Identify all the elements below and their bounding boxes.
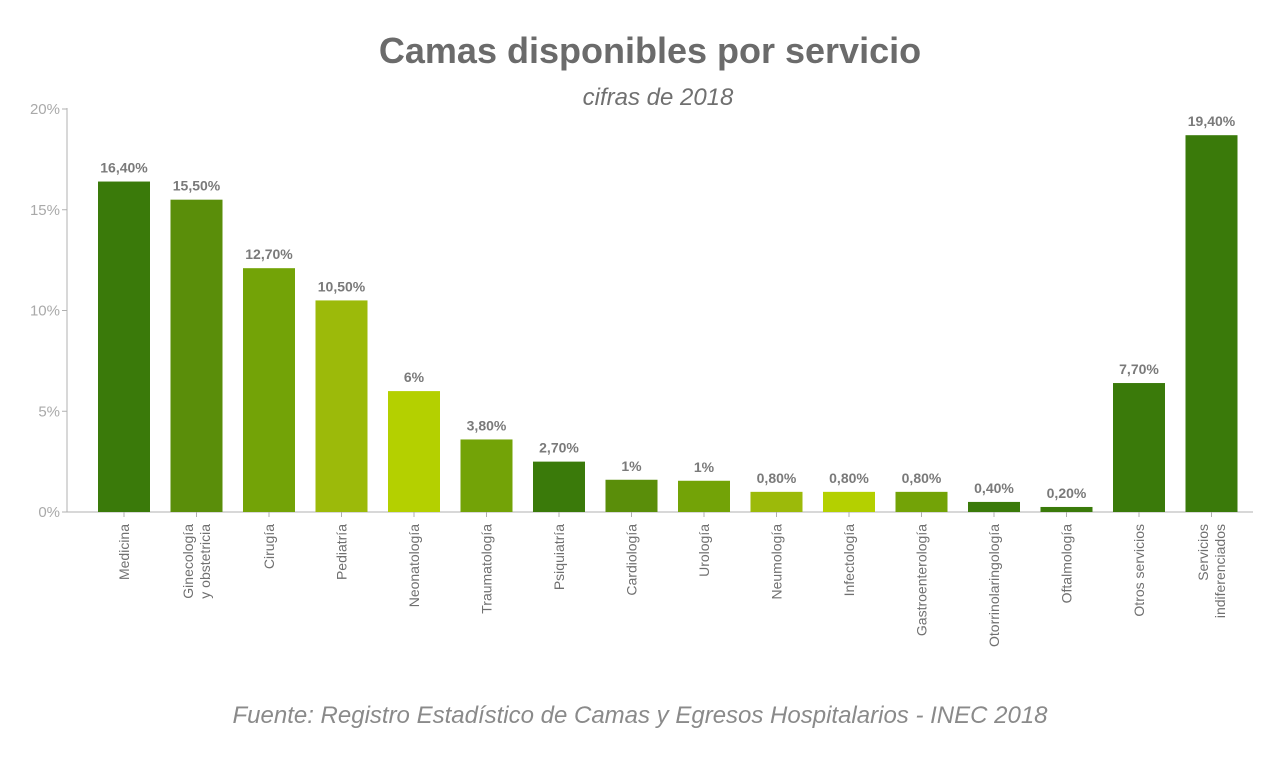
bar: [750, 491, 803, 512]
category-label: indiferenciados: [1212, 524, 1228, 618]
data-label: 12,70%: [245, 246, 293, 262]
category-label: Neonatología: [406, 524, 422, 608]
bar: [170, 199, 223, 513]
data-label: 1%: [694, 459, 715, 475]
category-label: Traumatología: [479, 524, 495, 614]
y-tick-label: 15%: [30, 202, 60, 219]
y-tick-label: 0%: [38, 504, 60, 521]
data-label: 3,80%: [467, 417, 507, 433]
bar: [460, 439, 513, 512]
y-tick-label: 5%: [38, 403, 60, 420]
category-label: Psiquiatría: [551, 524, 567, 590]
bar: [1040, 506, 1093, 512]
category-label: Cardiología: [624, 524, 640, 596]
category-label: Cirugía: [261, 524, 277, 569]
data-label: 0,40%: [974, 480, 1014, 496]
bar: [243, 268, 295, 512]
data-label: 10,50%: [318, 278, 366, 294]
bar: [1113, 383, 1165, 512]
category-labels-group: Medicina Ginecología y obstetricia Cirugía P…: [116, 512, 1228, 647]
data-label: 0,80%: [902, 470, 942, 486]
category-label: Gastroenterología: [914, 524, 930, 636]
bar-chart: 0% 5% 10% 15% 20% 16,40% 15,50% 12,70% 10,50% 6%…: [30, 101, 1253, 647]
source-note: Fuente: Registro Estadístico de Camas y …: [232, 702, 1048, 729]
bar: [98, 181, 150, 513]
value-labels-group: 16,40% 15,50% 12,70% 10,50% 6% 3,80% 2,70% 1% 1%…: [100, 113, 1236, 501]
y-tick-label: 10%: [30, 303, 60, 320]
category-label: y obstetricia: [197, 524, 213, 599]
bars-group: [98, 135, 1238, 513]
chart-title: Camas disponibles por servicio: [378, 30, 922, 71]
bar: [605, 479, 658, 512]
bar: [315, 300, 368, 512]
data-label: 16,40%: [100, 160, 148, 176]
bar: [1185, 135, 1238, 512]
category-label: Oftalmología: [1059, 524, 1075, 604]
category-label: Otorrinolaringología: [986, 524, 1002, 647]
data-label: 15,50%: [173, 178, 221, 194]
category-label: Urología: [696, 524, 712, 577]
data-label: 6%: [404, 369, 425, 385]
category-label: Medicina: [116, 524, 132, 580]
y-axis-ticks: 0% 5% 10% 15% 20%: [30, 101, 67, 521]
bar: [678, 480, 730, 512]
data-label: 0,80%: [829, 470, 869, 486]
category-label: Ginecología: [180, 524, 196, 599]
y-tick-label: 20%: [30, 101, 60, 118]
category-label: Pediatría: [334, 524, 350, 580]
category-label: Otros servicios: [1131, 524, 1147, 617]
bar: [968, 501, 1020, 512]
category-label: Servicios: [1195, 524, 1211, 581]
chart-subtitle: cifras de 2018: [582, 84, 734, 111]
data-label: 2,70%: [539, 440, 579, 456]
bar: [895, 491, 948, 512]
bar: [388, 391, 440, 512]
category-label: Neumología: [769, 524, 785, 600]
data-label: 19,40%: [1188, 113, 1236, 129]
category-label: Infectología: [841, 524, 857, 597]
bar: [823, 491, 875, 512]
bar: [533, 461, 585, 512]
data-label: 0,80%: [757, 470, 797, 486]
data-label: 0,20%: [1047, 485, 1087, 501]
data-label: 1%: [621, 458, 642, 474]
data-label: 7,70%: [1119, 361, 1159, 377]
